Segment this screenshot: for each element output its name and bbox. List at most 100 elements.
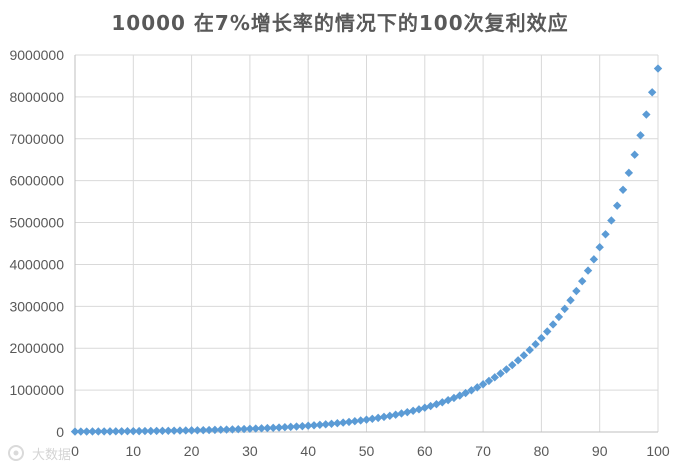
- data-point: [642, 110, 651, 119]
- data-point: [257, 424, 266, 433]
- data-point: [158, 426, 167, 436]
- data-point: [531, 340, 540, 349]
- data-point: [362, 415, 371, 424]
- y-tick-label: 0: [56, 424, 64, 440]
- data-point: [607, 216, 616, 225]
- data-point: [146, 426, 155, 436]
- data-point: [263, 423, 272, 433]
- y-tick-label: 1000000: [9, 382, 64, 398]
- data-point: [630, 150, 639, 159]
- data-point: [292, 422, 301, 431]
- data-point: [123, 427, 132, 436]
- data-point: [245, 424, 255, 434]
- data-point: [94, 427, 103, 436]
- data-point: [484, 376, 494, 386]
- x-tick-label: 90: [592, 443, 608, 459]
- watermark-logo-icon: [8, 445, 24, 461]
- data-point: [239, 424, 249, 434]
- data-point: [350, 417, 360, 426]
- y-tick-label: 5000000: [9, 215, 64, 231]
- data-point: [129, 426, 138, 436]
- data-point: [187, 426, 196, 435]
- data-point: [105, 427, 115, 436]
- data-point: [88, 427, 97, 436]
- data-point: [473, 383, 482, 392]
- x-tick-label: 70: [475, 443, 491, 459]
- x-tick-label: 60: [417, 443, 433, 459]
- chart-title: 10000 在7%增长率的情况下的100次复利效应: [111, 11, 568, 35]
- x-tick-label: 10: [126, 443, 142, 459]
- data-point: [572, 286, 581, 296]
- y-tick-label: 8000000: [9, 89, 64, 105]
- data-point: [595, 243, 604, 252]
- y-tick-label: 9000000: [9, 47, 64, 63]
- y-tick-label: 7000000: [9, 131, 64, 147]
- data-point: [338, 418, 348, 427]
- data-point: [222, 425, 231, 434]
- data-point: [99, 427, 109, 436]
- data-point: [274, 423, 284, 432]
- data-point: [356, 416, 365, 425]
- data-point: [204, 425, 214, 435]
- data-point: [280, 423, 290, 432]
- data-point: [344, 417, 354, 427]
- data-point: [496, 369, 505, 378]
- data-point: [175, 426, 185, 435]
- x-tick-labels: 0 10 20 30 40 50 60 70 80 90 100: [71, 443, 670, 459]
- data-point: [478, 380, 488, 389]
- x-tick-label: 80: [534, 443, 550, 459]
- data-point: [169, 426, 179, 435]
- y-tick-label: 6000000: [9, 173, 64, 189]
- y-tick-labels: 0 1000000 2000000 3000000 4000000 5000000 6000…: [9, 47, 64, 440]
- y-tick-label: 4000000: [9, 256, 64, 272]
- data-point: [210, 425, 220, 435]
- data-point: [461, 388, 470, 398]
- data-point: [636, 131, 645, 140]
- data-point: [589, 255, 599, 264]
- data-point: [368, 414, 377, 423]
- y-tick-label: 3000000: [9, 298, 64, 314]
- data-point: [385, 411, 395, 421]
- y-tick-label: 2000000: [9, 340, 64, 356]
- data-point: [554, 312, 564, 322]
- data-point: [134, 426, 144, 436]
- x-tick-label: 100: [646, 443, 670, 459]
- data-point: [304, 421, 313, 430]
- data-points: [70, 64, 663, 436]
- data-point: [647, 88, 657, 97]
- watermark: 大数据: [8, 445, 71, 463]
- x-tick-label: 50: [359, 443, 375, 459]
- data-point: [525, 345, 534, 355]
- data-point: [298, 421, 307, 431]
- data-point: [379, 412, 389, 422]
- data-point: [164, 426, 173, 435]
- data-point: [76, 427, 86, 436]
- data-point: [269, 423, 278, 433]
- data-point: [601, 230, 610, 239]
- data-point: [408, 406, 418, 415]
- data-point: [502, 365, 511, 374]
- data-point: [560, 304, 569, 314]
- data-point: [490, 373, 499, 382]
- data-point: [403, 407, 412, 417]
- x-tick-label: 0: [71, 443, 79, 459]
- x-tick-label: 20: [184, 443, 200, 459]
- data-point: [513, 356, 523, 365]
- data-point: [82, 427, 91, 436]
- x-tick-label: 30: [242, 443, 258, 459]
- data-point: [286, 422, 295, 432]
- data-point: [508, 360, 517, 370]
- data-point: [327, 419, 336, 428]
- data-point: [333, 419, 342, 428]
- data-point: [566, 296, 575, 305]
- data-point: [111, 427, 121, 436]
- data-point: [612, 201, 622, 210]
- data-point: [373, 413, 383, 423]
- watermark-text: 大数据: [32, 448, 71, 463]
- data-point: [624, 168, 634, 178]
- data-point: [234, 425, 243, 434]
- data-point: [199, 425, 208, 435]
- data-point: [228, 425, 237, 434]
- data-point: [152, 426, 161, 436]
